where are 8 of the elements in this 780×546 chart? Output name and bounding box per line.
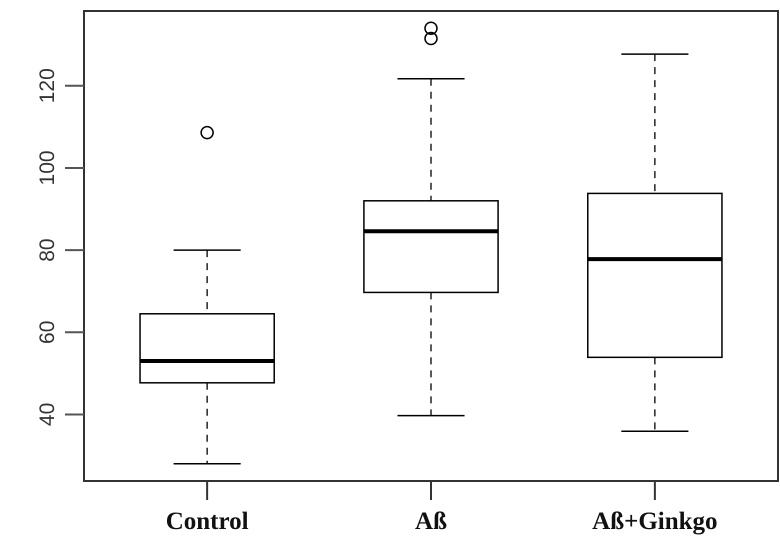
x-tick-label: Aß+Ginkgo [592, 508, 718, 535]
y-tick-label: 120 [36, 68, 59, 104]
y-tick-label: 100 [36, 150, 59, 186]
y-tick-label: 60 [36, 320, 59, 344]
y-tick-label: 40 [36, 402, 59, 426]
x-tick-label: Control [166, 508, 249, 535]
x-tick-label: Aß [415, 508, 448, 535]
y-tick-label: 80 [36, 238, 59, 262]
